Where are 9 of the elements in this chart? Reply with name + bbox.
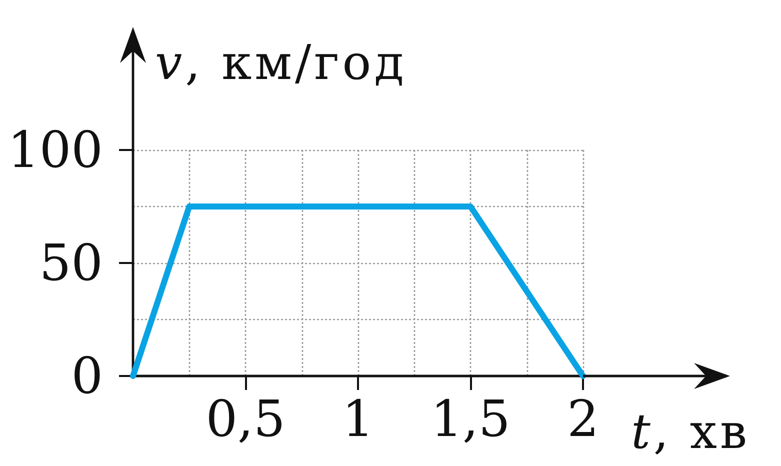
x-axis-title: t, хв [631,404,750,460]
x-tick-label: 2 [567,390,599,448]
x-tick-label: 1 [342,390,374,448]
y-axis-title: v, км/год [155,35,407,91]
x-tick-label: 0,5 [206,390,286,448]
y-tick-label: 100 [8,121,103,179]
y-tick-label: 0 [71,347,103,405]
x-tick-label: 1,5 [430,390,510,448]
y-tick-label: 50 [39,234,103,292]
